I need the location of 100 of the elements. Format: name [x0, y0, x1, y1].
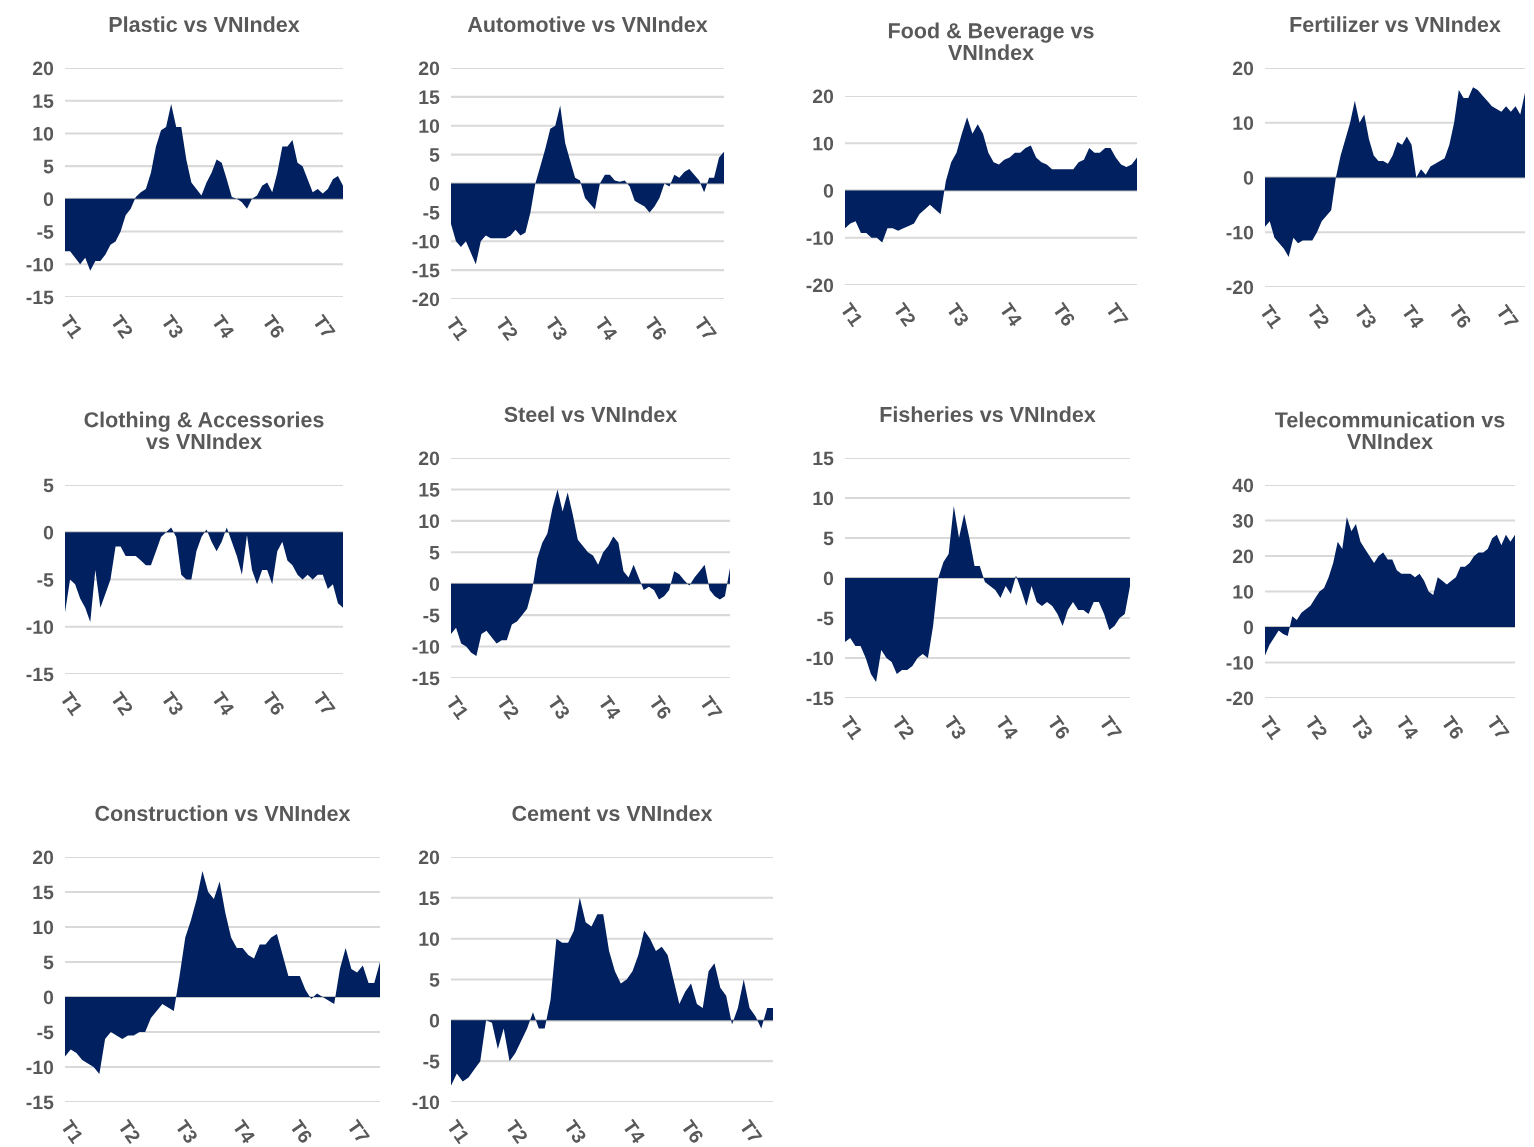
y-tick-label: -10 — [1226, 225, 1254, 240]
x-tick-label: T6 — [261, 690, 286, 717]
x-tick-label: T3 — [174, 1118, 199, 1145]
y-tick-label: 15 — [33, 885, 54, 900]
y-tick-label: -10 — [412, 1095, 440, 1110]
y-tick-label: 0 — [823, 571, 834, 586]
x-tick-label: T2 — [504, 1118, 529, 1145]
y-tick-label: 20 — [418, 850, 440, 865]
y-tick-label: -15 — [806, 691, 834, 706]
x-tick-label: T1 — [1259, 303, 1283, 330]
chart-title: Cement vs VNIndex — [512, 805, 713, 822]
x-tick-label: T1 — [1259, 714, 1283, 741]
y-tick-label: 5 — [43, 159, 54, 174]
y-tick-label: -10 — [806, 651, 834, 666]
y-tick-label: -20 — [806, 278, 834, 293]
x-tick-label: T4 — [995, 714, 1019, 741]
x-tick-label: T7 — [739, 1118, 763, 1145]
y-tick-label: -10 — [412, 234, 440, 249]
x-tick-label: T3 — [544, 315, 569, 342]
y-tick-label: 0 — [43, 525, 54, 540]
y-tick-label: -5 — [37, 225, 54, 239]
y-tick-label: 15 — [419, 483, 440, 497]
y-tick-label: -10 — [26, 1060, 54, 1075]
y-tick-label: 15 — [33, 94, 54, 108]
x-tick-label: T6 — [680, 1118, 705, 1145]
y-tick-label: -20 — [1226, 691, 1254, 706]
y-tick-label: -20 — [412, 292, 440, 307]
y-tick-label: -15 — [26, 290, 54, 305]
x-tick-label: T2 — [110, 690, 134, 717]
y-tick-label: 10 — [419, 119, 440, 133]
x-tick-label: T7 — [346, 1118, 370, 1145]
x-tick-label: T2 — [117, 1118, 142, 1145]
x-tick-label: T7 — [693, 315, 717, 342]
x-tick-label: T1 — [59, 313, 84, 340]
y-tick-label: 10 — [33, 920, 54, 935]
x-tick-label: T6 — [261, 313, 286, 340]
x-tick-label: T7 — [1486, 714, 1510, 741]
x-tick-label: T1 — [59, 690, 84, 717]
x-tick-label: T7 — [312, 690, 336, 717]
x-tick-label: T2 — [495, 315, 519, 342]
y-tick-label: -5 — [423, 608, 440, 623]
y-tick-label: 20 — [32, 850, 54, 865]
x-tick-label: T4 — [211, 313, 235, 340]
y-tick-label: -15 — [412, 671, 440, 686]
x-tick-label: T2 — [110, 313, 134, 340]
y-tick-label: 0 — [43, 990, 54, 1005]
x-tick-label: T4 — [999, 301, 1023, 328]
y-tick-label: -5 — [423, 206, 440, 220]
y-tick-label: -10 — [26, 257, 54, 272]
y-tick-label: -10 — [412, 640, 440, 654]
y-tick-label: -15 — [412, 263, 440, 278]
x-tick-label: T7 — [1105, 301, 1129, 328]
x-tick-label: T1 — [60, 1118, 84, 1145]
y-tick-label: 20 — [1232, 61, 1254, 76]
x-tick-label: T2 — [1304, 714, 1329, 741]
x-tick-label: T2 — [891, 714, 916, 741]
x-tick-label: T7 — [312, 313, 336, 340]
x-tick-label: T4 — [1395, 714, 1420, 741]
x-tick-label: T3 — [1349, 714, 1374, 741]
x-tick-label: T4 — [1401, 303, 1425, 330]
x-tick-label: T2 — [892, 301, 917, 328]
x-tick-label: T4 — [594, 315, 619, 342]
chart-title: Plastic vs VNIndex — [109, 16, 300, 33]
x-tick-label: T1 — [445, 694, 470, 721]
x-tick-label: T6 — [1448, 303, 1472, 330]
x-tick-label: T4 — [597, 694, 622, 721]
x-tick-label: T1 — [446, 1118, 470, 1145]
x-tick-label: T3 — [1353, 303, 1378, 330]
y-tick-label: 5 — [43, 478, 54, 493]
x-tick-label: T3 — [943, 714, 967, 741]
x-tick-label: T1 — [445, 315, 469, 342]
chart-title: Automotive vs VNIndex — [467, 16, 708, 33]
y-tick-label: 15 — [419, 891, 440, 906]
y-tick-label: 0 — [429, 577, 440, 591]
y-tick-label: 5 — [429, 148, 440, 162]
y-tick-label: 0 — [823, 183, 834, 198]
y-tick-label: 5 — [43, 955, 54, 970]
y-tick-label: 5 — [429, 973, 440, 987]
chart-title: Clothing & Accessories vs VNIndex — [84, 411, 324, 450]
y-tick-label: 10 — [813, 491, 834, 506]
y-tick-label: 10 — [419, 514, 440, 529]
x-tick-label: T3 — [563, 1118, 588, 1145]
x-tick-label: T4 — [232, 1118, 256, 1145]
y-tick-label: -10 — [806, 231, 834, 245]
x-tick-label: T6 — [648, 694, 673, 721]
x-tick-label: T6 — [1052, 301, 1076, 328]
x-tick-label: T6 — [643, 315, 668, 342]
y-tick-label: 10 — [33, 126, 54, 141]
chart-title: Telecommunication vs VNIndex — [1275, 411, 1505, 450]
y-tick-label: 10 — [1233, 116, 1254, 130]
y-tick-label: 0 — [429, 1013, 440, 1028]
x-tick-label: T3 — [160, 313, 185, 340]
x-tick-label: T1 — [839, 301, 864, 328]
x-tick-label: T6 — [1440, 714, 1465, 741]
y-tick-label: -5 — [817, 611, 834, 626]
y-tick-label: 0 — [1243, 620, 1254, 635]
y-tick-label: 10 — [813, 136, 834, 151]
y-tick-label: -10 — [1226, 655, 1254, 670]
chart-title: Fisheries vs VNIndex — [880, 406, 1096, 423]
y-tick-label: 20 — [418, 61, 440, 76]
